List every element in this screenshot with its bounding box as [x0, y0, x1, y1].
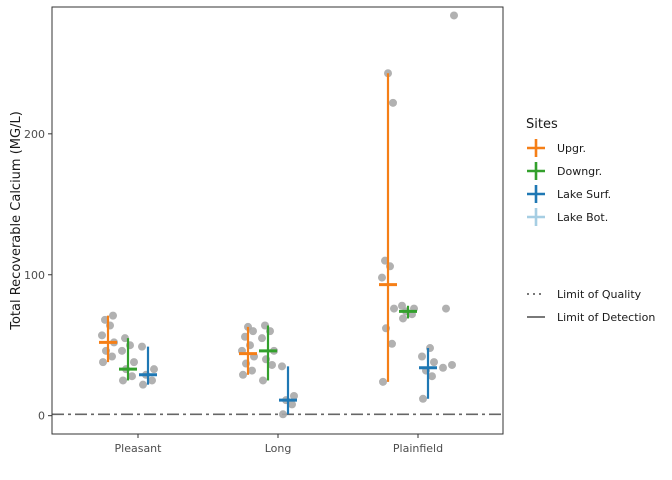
observation-point — [290, 391, 298, 400]
y-tick-label: 0 — [38, 410, 45, 423]
observation-point — [239, 370, 247, 379]
plot-area — [52, 11, 503, 419]
legend-item: Upgr. — [527, 139, 586, 157]
legend-label: Limit of Quality — [557, 288, 642, 301]
axes: 0 100 200 Pleasant Long Plainfield — [24, 128, 443, 455]
observation-point — [399, 314, 407, 323]
observation-point — [150, 365, 158, 374]
observation-point — [98, 331, 106, 340]
observation-point — [259, 376, 267, 385]
observation-point — [258, 334, 266, 343]
observation-point — [448, 360, 456, 369]
legend-item: Downgr. — [527, 162, 602, 180]
x-tick-label: Plainfield — [393, 442, 443, 455]
observation-point — [139, 380, 147, 389]
legend-label: Lake Bot. — [557, 211, 608, 224]
observation-point — [118, 346, 126, 355]
observation-point — [430, 358, 438, 367]
legend-item: Limit of Detection — [527, 311, 655, 324]
legend-label: Downgr. — [557, 165, 602, 178]
legend-item: Limit of Quality — [527, 288, 642, 301]
observation-point — [388, 339, 396, 348]
x-tick-label: Pleasant — [115, 442, 163, 455]
observation-point — [428, 372, 436, 381]
legend-label: Lake Surf. — [557, 188, 611, 201]
legend-item: Lake Bot. — [527, 208, 608, 226]
legend-label: Upgr. — [557, 142, 586, 155]
x-tick-label: Long — [265, 442, 292, 455]
observation-point — [248, 366, 256, 375]
observation-point — [99, 358, 107, 367]
legend-label: Limit of Detection — [557, 311, 655, 324]
observation-point — [279, 410, 287, 419]
legend-title: Sites — [526, 117, 558, 132]
legend: Sites Upgr. Downgr. Lake Surf. Lake Bot. Lim… — [526, 117, 655, 324]
observation-point — [138, 342, 146, 351]
observation-point — [379, 377, 387, 386]
observation-point — [268, 360, 276, 369]
observation-point — [390, 304, 398, 313]
observation-point — [419, 394, 427, 403]
observation-point — [450, 11, 458, 20]
observation-point — [109, 311, 117, 320]
observation-point — [378, 273, 386, 282]
observation-point — [389, 98, 397, 107]
observation-point — [108, 352, 116, 361]
observation-point — [439, 363, 447, 372]
observation-point — [130, 358, 138, 367]
observation-point — [278, 362, 286, 371]
y-tick-label: 200 — [24, 128, 45, 141]
legend-item: Lake Surf. — [527, 185, 611, 203]
observation-point — [418, 352, 426, 361]
observation-point — [128, 372, 136, 381]
observation-point — [442, 304, 450, 313]
observation-point — [119, 376, 127, 385]
y-axis-label: Total Recoverable Calcium (MG/L) — [9, 111, 24, 331]
observation-point — [148, 376, 156, 385]
y-tick-label: 100 — [24, 269, 45, 282]
observation-point — [398, 301, 406, 310]
observation-point — [288, 400, 296, 409]
